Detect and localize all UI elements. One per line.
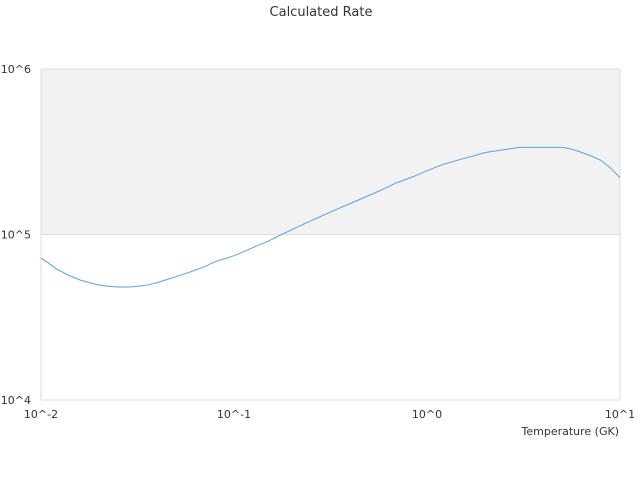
y-tick-label: 10^6: [1, 63, 31, 76]
shaded-band: [41, 69, 620, 235]
rate-line: [40, 146, 621, 288]
grid-lines: [41, 68, 620, 401]
x-axis-label: Temperature (GK): [521, 425, 620, 438]
x-tick-label: 10^-2: [24, 408, 58, 421]
x-tick-label: 10^-1: [217, 408, 251, 421]
x-tick-label: 10^0: [412, 408, 442, 421]
y-tick-label: 10^4: [1, 394, 31, 407]
y-tick-label: 10^5: [1, 229, 31, 242]
chart-title: Calculated Rate: [270, 5, 373, 20]
axes: [40, 69, 621, 400]
x-tick-label: 10^1: [605, 408, 635, 421]
x-tick-labels: 10^-2 10^-1 10^0 10^1: [24, 408, 635, 421]
y-tick-labels: 10^4 10^5 10^6: [1, 63, 31, 407]
